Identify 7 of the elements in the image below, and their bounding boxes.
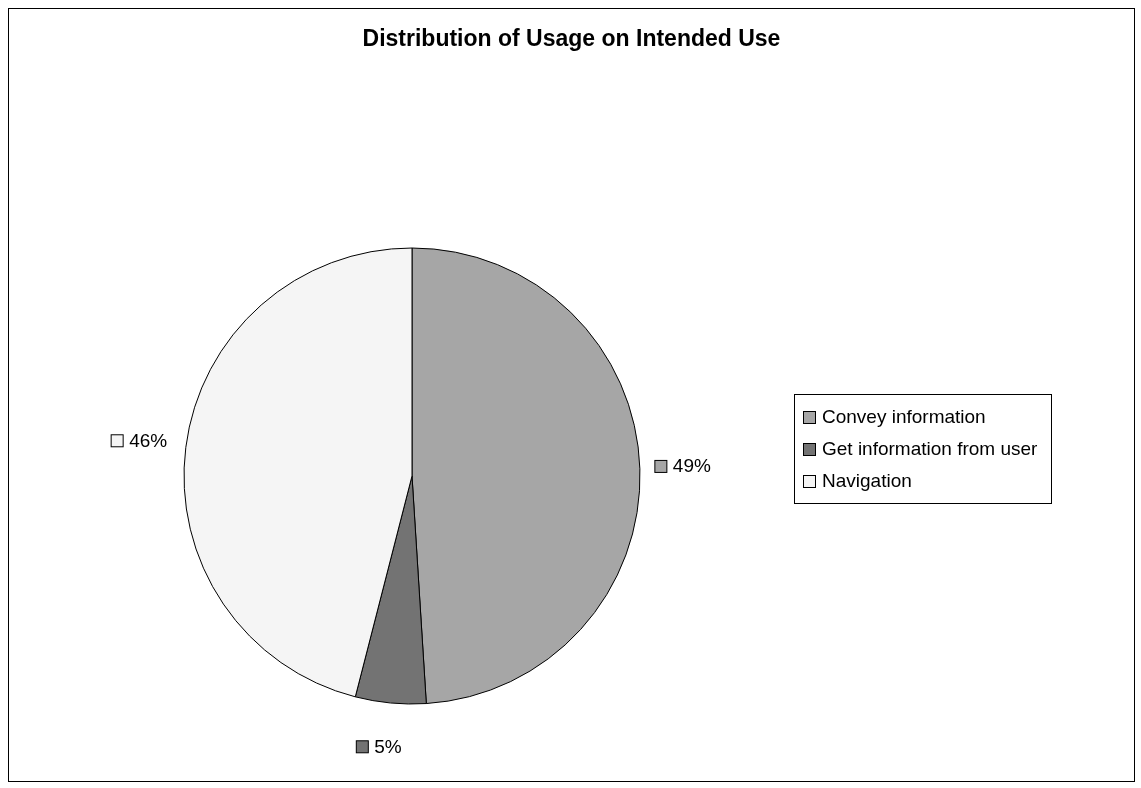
data-label: 49% [672, 455, 711, 477]
data-label: 5% [374, 735, 402, 757]
chart-title: Distribution of Usage on Intended Use [361, 25, 782, 52]
legend-label: Get information from user [822, 438, 1038, 460]
legend-label: Navigation [822, 470, 912, 492]
legend-label: Convey information [822, 406, 986, 428]
data-label: 46% [129, 429, 168, 451]
